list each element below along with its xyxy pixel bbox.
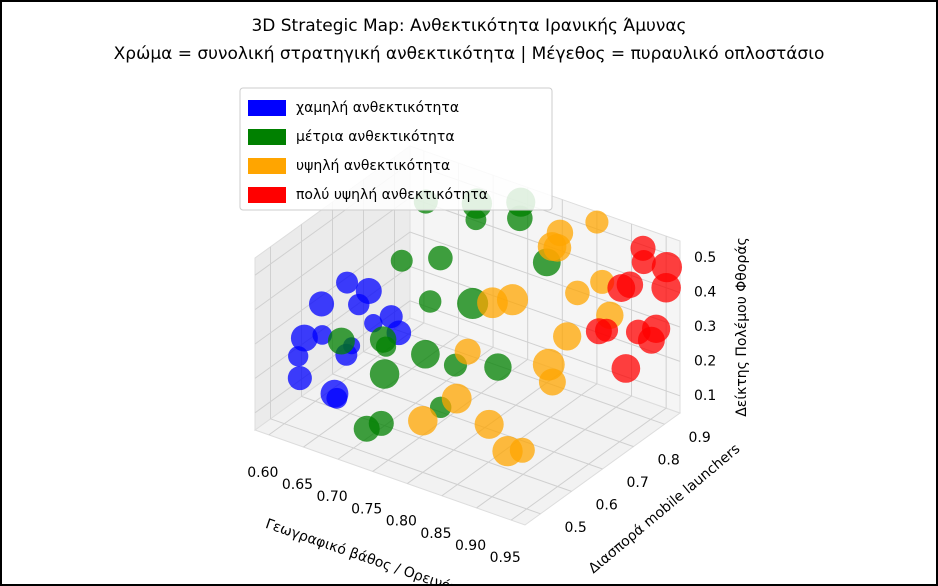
legend-swatch [248,187,286,203]
point [651,251,683,283]
legend-swatch [248,158,286,174]
point [390,249,413,272]
point [290,324,318,352]
x-tick-label: 0.65 [282,477,313,493]
z-tick-label: 0.2 [694,353,716,369]
point [336,271,359,294]
point [411,339,440,369]
point [611,354,641,383]
point [353,415,380,442]
legend-swatch [248,129,286,145]
y-tick-label: 0.7 [627,475,649,491]
chart-title: 3D Strategic Map: Ανθεκτικότητα Ιρανικής… [251,16,686,36]
y-tick-label: 0.8 [658,453,680,469]
chart-subtitle: Χρώμα = συνολική στρατηγική ανθεκτικότητ… [114,44,825,64]
x-tick-label: 0.95 [490,550,521,566]
point [585,210,609,234]
point [320,379,349,408]
point [546,219,574,247]
point [369,326,397,353]
z-tick-label: 0.4 [694,285,716,301]
grid-line [301,224,572,492]
x-tick-label: 0.70 [316,489,347,505]
point [642,314,671,343]
x-tick-label: 0.80 [386,514,417,530]
z-tick-label: 0.5 [694,250,716,266]
point [474,409,504,439]
z-axis-label: Δείκτης Πολέμου Φθοράς [734,237,750,417]
point [408,406,438,436]
point [288,346,309,367]
point [309,291,335,317]
grid-line [254,231,681,345]
legend-label: υψηλή ανθεκτικότητα [296,158,450,174]
point [428,245,453,271]
point [477,287,508,319]
grid-line [303,163,459,448]
point [369,359,400,389]
point [616,271,644,298]
point [630,235,656,261]
point [418,290,442,313]
legend: χαμηλή ανθεκτικότητα μέτρια ανθεκτικότητα… [239,87,553,211]
legend-label: πολύ υψηλή ανθεκτικότητα [296,187,488,203]
point [532,348,565,381]
point [565,280,590,306]
z-tick-label: 0.3 [694,319,716,335]
point [287,366,312,391]
x-tick-label: 0.90 [455,538,486,554]
x-tick-label: 0.75 [351,501,382,517]
legend-swatch [248,100,286,116]
point [327,327,355,355]
grid-line [363,179,634,448]
legend-box [239,87,553,211]
point [348,293,370,316]
point [553,322,582,351]
x-tick-label: 0.60 [247,465,278,481]
z-tick-label: 0.1 [694,388,716,404]
y-tick-label: 0.6 [596,497,618,513]
legend-label: μέτρια ανθεκτικότητα [296,129,455,145]
point [454,338,481,365]
x-tick-label: 0.85 [420,526,451,542]
grid-line [270,246,541,515]
point [441,383,472,414]
legend-label: χαμηλή ανθεκτικότητα [296,100,459,116]
point [509,437,535,463]
grid-line [441,211,598,497]
point [484,353,512,381]
point [594,318,619,342]
y-tick-label: 0.5 [565,520,587,536]
y-tick-label: 0.9 [689,430,711,446]
